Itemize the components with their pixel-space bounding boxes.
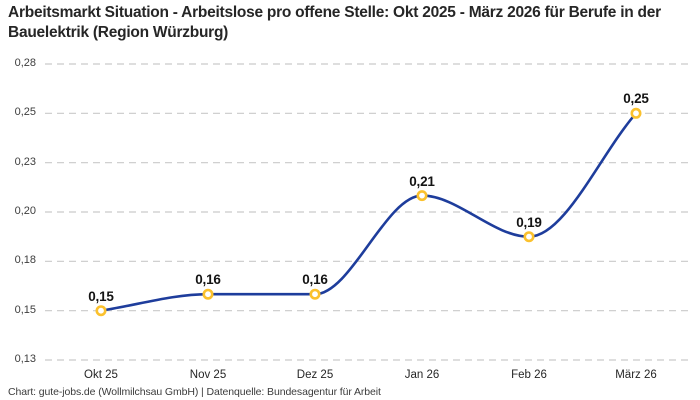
y-axis-tick-label: 0,23: [14, 155, 36, 168]
chart-title: Arbeitsmarkt Situation - Arbeitslose pro…: [8, 4, 661, 42]
chart-footer: Chart: gute-jobs.de (Wollmilchsau GmbH) …: [8, 386, 381, 398]
data-point-marker[interactable]: [202, 288, 214, 300]
y-axis-tick-label: 0,15: [14, 303, 36, 316]
y-axis-tick-label: 0,13: [14, 353, 36, 365]
x-axis-tick-label: Dez 25: [296, 369, 334, 381]
y-axis-tick-label: 0,25: [14, 106, 36, 119]
data-point-marker[interactable]: [416, 190, 428, 202]
data-point-marker[interactable]: [630, 107, 642, 119]
data-point-value-label: 0,16: [302, 272, 328, 288]
data-point-value-label: 0,15: [88, 288, 114, 304]
x-axis-tick-label: Okt 25: [84, 369, 118, 381]
x-axis-tick-label: Jan 26: [404, 369, 440, 381]
y-axis-tick-label: 0,18: [14, 254, 36, 267]
data-point-value-label: 0,25: [623, 91, 649, 107]
data-point-marker[interactable]: [309, 288, 321, 300]
gridlines: [45, 63, 692, 361]
data-point-markers: [95, 107, 642, 317]
data-point-value-label: 0,21: [409, 173, 435, 189]
data-point-marker[interactable]: [95, 305, 107, 317]
y-axis-tick-label: 0,20: [14, 205, 36, 217]
y-axis-tick-label: 0,28: [14, 57, 36, 69]
x-axis-tick-label: März 26: [615, 369, 657, 381]
x-axis-tick-label: Feb 26: [511, 369, 547, 381]
x-axis-tick-label: Nov 25: [189, 369, 227, 381]
data-point-value-label: 0,19: [516, 214, 542, 230]
data-point-value-label: 0,16: [195, 272, 221, 288]
data-point-marker[interactable]: [523, 231, 535, 243]
